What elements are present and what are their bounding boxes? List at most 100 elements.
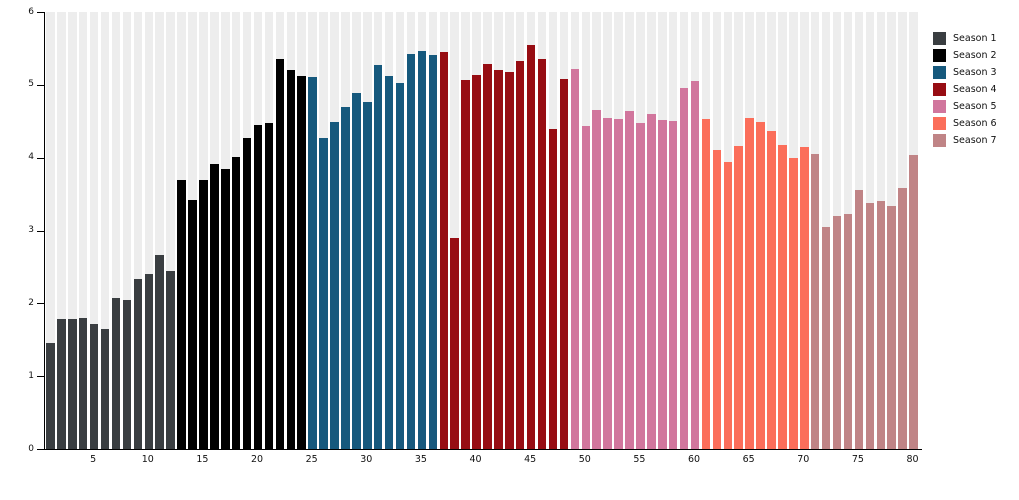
legend-label: Season 4: [953, 84, 997, 95]
bar-episode-24: [297, 76, 306, 449]
bar-episode-73: [832, 215, 842, 449]
bar-episode-16: [210, 164, 219, 449]
bar-episode-36: [428, 54, 438, 449]
bar-episode-59: [679, 88, 689, 449]
bar-episode-64: [734, 146, 743, 449]
y-tick-label: 6: [28, 6, 34, 17]
y-tick-mark: [37, 84, 44, 86]
legend-label: Season 7: [953, 135, 997, 146]
bar-episode-40: [472, 74, 481, 449]
legend-item: Season 4: [933, 81, 997, 98]
y-tick-label: 1: [28, 370, 34, 381]
bar-episode-11: [155, 255, 164, 449]
bar-episode-80: [909, 154, 918, 449]
y-tick-label: 3: [28, 225, 34, 235]
y-tick-mark: [37, 12, 44, 13]
x-tick-label: 15: [196, 454, 209, 465]
bar-episode-60: [690, 81, 700, 449]
x-tick-label: 10: [141, 454, 154, 465]
bar-episode-52: [603, 117, 612, 449]
legend-label: Season 1: [953, 33, 997, 44]
background-stripe: [78, 12, 88, 449]
bar-episode-27: [330, 121, 339, 449]
bar-episode-49: [570, 68, 580, 449]
bar-episode-37: [439, 52, 449, 449]
bar-episode-44: [515, 60, 525, 449]
x-tick-label: 40: [469, 454, 482, 465]
bar-episode-14: [188, 199, 197, 449]
x-tick-label: 80: [906, 454, 919, 465]
bar-episode-17: [221, 169, 230, 449]
background-stripe: [100, 12, 110, 449]
x-tick-label: 25: [305, 454, 318, 465]
bar-episode-76: [865, 202, 875, 449]
bar-episode-29: [352, 92, 361, 449]
bar-episode-48: [559, 79, 569, 449]
bar-episode-67: [767, 130, 776, 449]
bar-episode-32: [384, 76, 394, 449]
legend-item: Season 1: [933, 30, 997, 47]
background-stripe: [46, 12, 55, 449]
bar-episode-21: [264, 122, 274, 449]
bar-episode-77: [876, 200, 886, 449]
bar-episode-68: [778, 144, 787, 449]
bar-episode-54: [625, 111, 634, 449]
bar-episode-13: [177, 179, 186, 449]
bar-episode-57: [658, 119, 667, 449]
bar-episode-74: [843, 213, 853, 449]
legend-label: Season 5: [953, 101, 997, 112]
background-stripe: [111, 12, 121, 449]
legend-item: Season 5: [933, 98, 997, 115]
bar-episode-38: [450, 237, 459, 449]
bar-episode-78: [887, 206, 896, 449]
legend-label: Season 6: [953, 118, 997, 129]
bar-episode-18: [231, 156, 241, 449]
bar-episode-46: [537, 59, 547, 449]
bar-episode-39: [461, 80, 470, 449]
bar-episode-41: [483, 64, 492, 449]
x-tick-label: 5: [90, 454, 97, 465]
legend-swatch: [933, 66, 946, 79]
bar-episode-8: [122, 299, 132, 449]
background-stripe: [166, 12, 175, 449]
y-tick-mark: [37, 303, 44, 305]
bar-episode-43: [505, 72, 514, 449]
bar-episode-75: [854, 190, 864, 449]
bar-episode-5: [89, 323, 99, 449]
bar-episode-1: [46, 343, 55, 449]
legend-swatch: [933, 49, 946, 62]
legend: Season 1 Season 2 Season 3 Season 4 Season 5…: [933, 30, 997, 149]
bar-episode-55: [636, 123, 645, 449]
bar-episode-20: [253, 124, 263, 449]
x-tick-label: 20: [250, 454, 264, 465]
bar-episode-2: [57, 319, 66, 449]
background-stripe: [122, 12, 132, 449]
background-stripe: [57, 12, 66, 449]
bar-episode-47: [548, 129, 558, 449]
bar-episode-26: [319, 138, 328, 449]
y-tick-label: 2: [28, 297, 34, 308]
bar-episode-35: [417, 50, 427, 449]
background-stripe: [155, 12, 164, 449]
background-stripe: [144, 12, 154, 449]
bar-episode-34: [406, 53, 416, 449]
legend-item: Season 6: [933, 115, 997, 132]
bar-episode-63: [723, 162, 733, 449]
x-tick-label: 30: [360, 454, 373, 465]
background-stripe: [450, 12, 459, 449]
legend-label: Season 3: [953, 67, 997, 78]
background-stripe: [68, 12, 77, 449]
x-tick-label: 60: [687, 454, 701, 465]
x-tick-label: 65: [742, 454, 755, 465]
bar-episode-4: [78, 317, 88, 449]
bar-episode-33: [395, 82, 405, 449]
bar-episode-61: [701, 119, 711, 449]
x-tick-label: 35: [414, 454, 427, 465]
x-tick-label: 75: [851, 454, 864, 465]
bar-episode-58: [668, 121, 678, 449]
bar-episode-45: [526, 44, 536, 449]
bar-episode-3: [68, 318, 77, 449]
bar-episode-53: [614, 119, 623, 449]
bar-episode-65: [745, 117, 754, 449]
x-tick-label: 55: [633, 454, 646, 465]
